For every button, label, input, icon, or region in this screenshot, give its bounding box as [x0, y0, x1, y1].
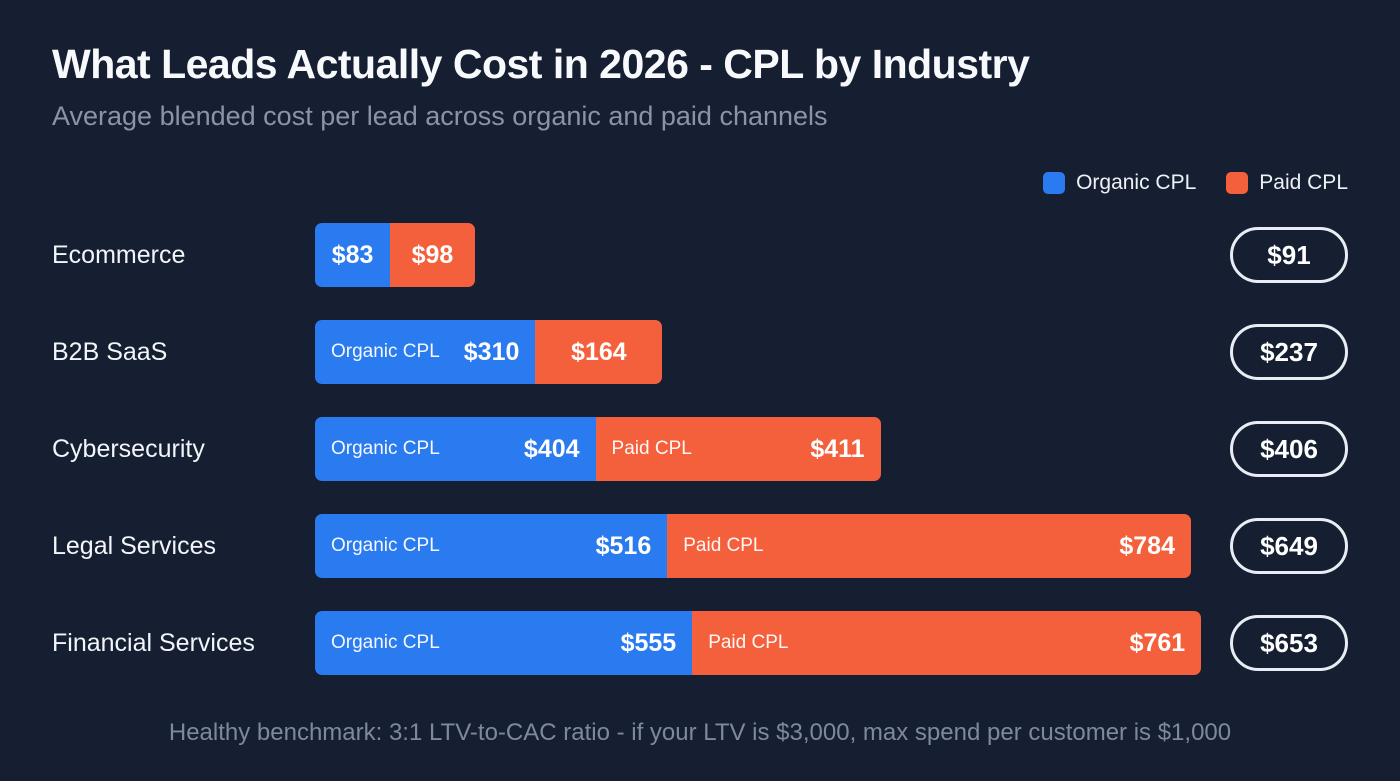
- blended-cpl-value: $237: [1260, 336, 1318, 367]
- organic-bar-segment: Organic CPL $516: [315, 514, 668, 578]
- stacked-bar: Organic CPL $404 Paid CPL $411: [315, 417, 1228, 481]
- blended-cpl-pill: $406: [1230, 421, 1348, 477]
- organic-segment-label: Organic CPL: [331, 341, 440, 362]
- chart-header: What Leads Actually Cost in 2026 - CPL b…: [52, 41, 1030, 132]
- organic-segment-label: Organic CPL: [331, 632, 440, 653]
- bar-chart-rows: Ecommerce $83 $98 $91 B2B SaaS Organic CPL $31…: [52, 223, 1348, 708]
- paid-cpl-value: $164: [571, 337, 627, 366]
- legend-item-organic: Organic CPL: [1043, 171, 1196, 195]
- paid-segment-label: Paid CPL: [611, 438, 692, 459]
- stacked-bar: $83 $98: [315, 223, 1228, 287]
- blended-cpl-pill: $653: [1230, 615, 1348, 671]
- industry-label: Ecommerce: [52, 240, 186, 269]
- paid-segment-label: Paid CPL: [708, 632, 789, 653]
- paid-cpl-value: $98: [411, 240, 454, 269]
- organic-bar-segment: Organic CPL $555: [315, 611, 693, 675]
- organic-cpl-value: $555: [620, 628, 677, 657]
- paid-cpl-value: $784: [1119, 531, 1175, 560]
- stacked-bar: Organic CPL $310 $164: [315, 320, 1228, 384]
- chart-row: B2B SaaS Organic CPL $310 $164 $237: [52, 320, 1348, 384]
- blended-cpl-pill: $91: [1230, 227, 1348, 283]
- chart-row: Cybersecurity Organic CPL $404 Paid CPL $411…: [52, 417, 1348, 481]
- paid-cpl-value: $411: [810, 434, 865, 463]
- blended-cpl-pill: $237: [1230, 324, 1348, 380]
- blended-cpl-value: $653: [1260, 627, 1318, 658]
- organic-cpl-value: $310: [463, 337, 520, 366]
- organic-bar-segment: Organic CPL $404: [315, 417, 596, 481]
- paid-bar-segment: Paid CPL $761: [692, 611, 1202, 675]
- organic-segment-label: Organic CPL: [331, 535, 440, 556]
- paid-swatch-icon: [1226, 172, 1249, 194]
- blended-cpl-value: $406: [1260, 433, 1318, 464]
- industry-label: B2B SaaS: [52, 337, 168, 366]
- organic-cpl-value: $404: [523, 434, 580, 463]
- organic-swatch-icon: [1043, 172, 1066, 194]
- blended-cpl-value: $91: [1267, 239, 1311, 270]
- organic-segment-label: Organic CPL: [331, 438, 440, 459]
- paid-bar-segment: Paid CPL $784: [667, 514, 1191, 578]
- organic-cpl-value: $516: [595, 531, 652, 560]
- benchmark-note: Healthy benchmark: 3:1 LTV-to-CAC ratio …: [168, 719, 1232, 746]
- chart-title: What Leads Actually Cost in 2026 - CPL b…: [52, 41, 1030, 87]
- chart-row: Legal Services Organic CPL $516 Paid CPL $78…: [52, 514, 1348, 578]
- chart-row: Ecommerce $83 $98 $91: [52, 223, 1348, 287]
- organic-cpl-value: $83: [331, 240, 374, 269]
- paid-cpl-value: $761: [1129, 628, 1186, 657]
- chart-subtitle: Average blended cost per lead across org…: [52, 101, 828, 132]
- blended-cpl-pill: $649: [1230, 518, 1348, 574]
- blended-cpl-value: $649: [1260, 530, 1318, 561]
- chart-row: Financial Services Organic CPL $555 Paid CP…: [52, 611, 1348, 675]
- legend: Organic CPL Paid CPL: [1043, 171, 1348, 195]
- industry-label: Financial Services: [52, 628, 255, 657]
- paid-bar-segment: $98: [390, 223, 475, 287]
- organic-bar-segment: Organic CPL $310: [315, 320, 536, 384]
- industry-label: Cybersecurity: [52, 434, 205, 463]
- paid-segment-label: Paid CPL: [683, 535, 764, 556]
- legend-label-paid: Paid CPL: [1259, 171, 1348, 194]
- legend-item-paid: Paid CPL: [1226, 171, 1348, 195]
- stacked-bar: Organic CPL $516 Paid CPL $784: [315, 514, 1228, 578]
- legend-label-organic: Organic CPL: [1076, 171, 1197, 194]
- paid-bar-segment: Paid CPL $411: [595, 417, 881, 481]
- stacked-bar: Organic CPL $555 Paid CPL $761: [315, 611, 1228, 675]
- industry-label: Legal Services: [52, 531, 216, 560]
- organic-bar-segment: $83: [315, 223, 391, 287]
- paid-bar-segment: $164: [535, 320, 663, 384]
